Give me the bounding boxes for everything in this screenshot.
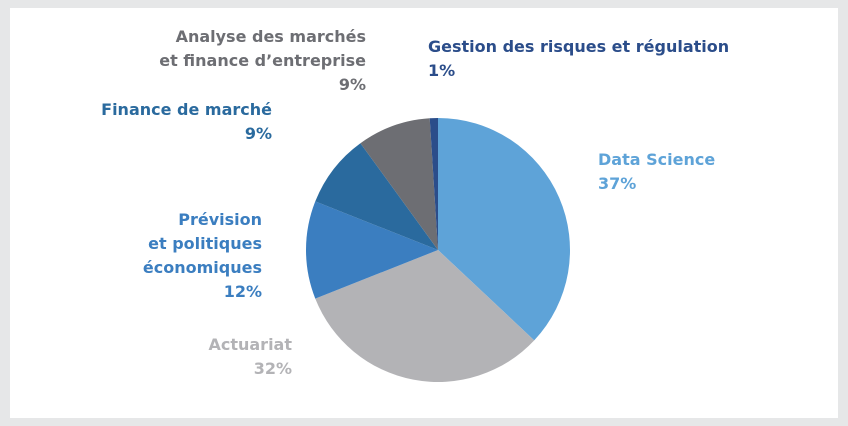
slice-label: Data Science 37% — [598, 148, 715, 196]
pie-slice — [438, 118, 570, 341]
slice-value: 1% — [428, 61, 456, 80]
pie-slice — [429, 118, 438, 250]
slice-label: Actuariat 32% — [208, 333, 292, 381]
slice-label: Gestion des risques et régulation 1% — [428, 35, 729, 83]
slice-name: Gestion des risques et régulation — [428, 37, 730, 56]
slice-value: 9% — [338, 75, 366, 94]
slice-name: Analyse des marchés et finance d’entrepr… — [159, 27, 366, 70]
slice-name: Finance de marché — [101, 100, 272, 119]
slice-name: Prévision et politiques économiques — [142, 210, 262, 277]
slice-value: 12% — [223, 282, 262, 301]
slice-name: Data Science — [598, 150, 716, 169]
pie-slice — [315, 250, 535, 382]
slice-value: 9% — [244, 124, 272, 143]
slice-value: 32% — [253, 359, 292, 378]
slice-label: Finance de marché 9% — [101, 98, 272, 146]
slice-value: 37% — [598, 174, 637, 193]
slice-name: Actuariat — [208, 335, 292, 354]
slice-label: Prévision et politiques économiques 12% — [143, 208, 262, 304]
pie-slice — [360, 118, 438, 251]
pie-slice — [306, 201, 438, 299]
slice-label: Analyse des marchés et finance d’entrepr… — [159, 25, 366, 97]
pie-slice — [315, 143, 438, 250]
